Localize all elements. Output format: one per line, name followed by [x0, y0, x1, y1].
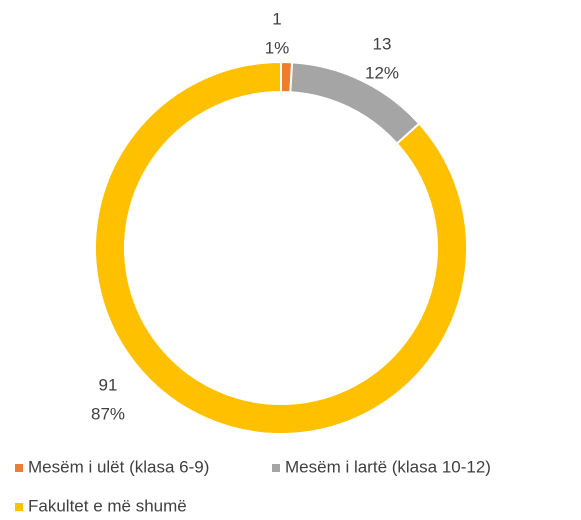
legend-label: Fakultet e më shumë — [28, 496, 187, 515]
data-label-percent: 12% — [365, 63, 399, 82]
legend-label: Mesëm i lartë (klasa 10-12) — [285, 457, 491, 476]
data-label-value: 91 — [99, 375, 118, 394]
legend-swatch — [15, 503, 23, 511]
data-label-percent: 1% — [265, 38, 290, 57]
legend-label: Mesëm i ulët (klasa 6-9) — [28, 457, 209, 476]
data-label-value: 1 — [272, 9, 281, 28]
legend-swatch — [15, 464, 23, 472]
legend-swatch — [272, 464, 280, 472]
data-label-percent: 87% — [91, 404, 125, 423]
donut-slice — [94, 60, 468, 435]
data-label-value: 13 — [373, 34, 392, 53]
donut-slice — [289, 61, 421, 146]
